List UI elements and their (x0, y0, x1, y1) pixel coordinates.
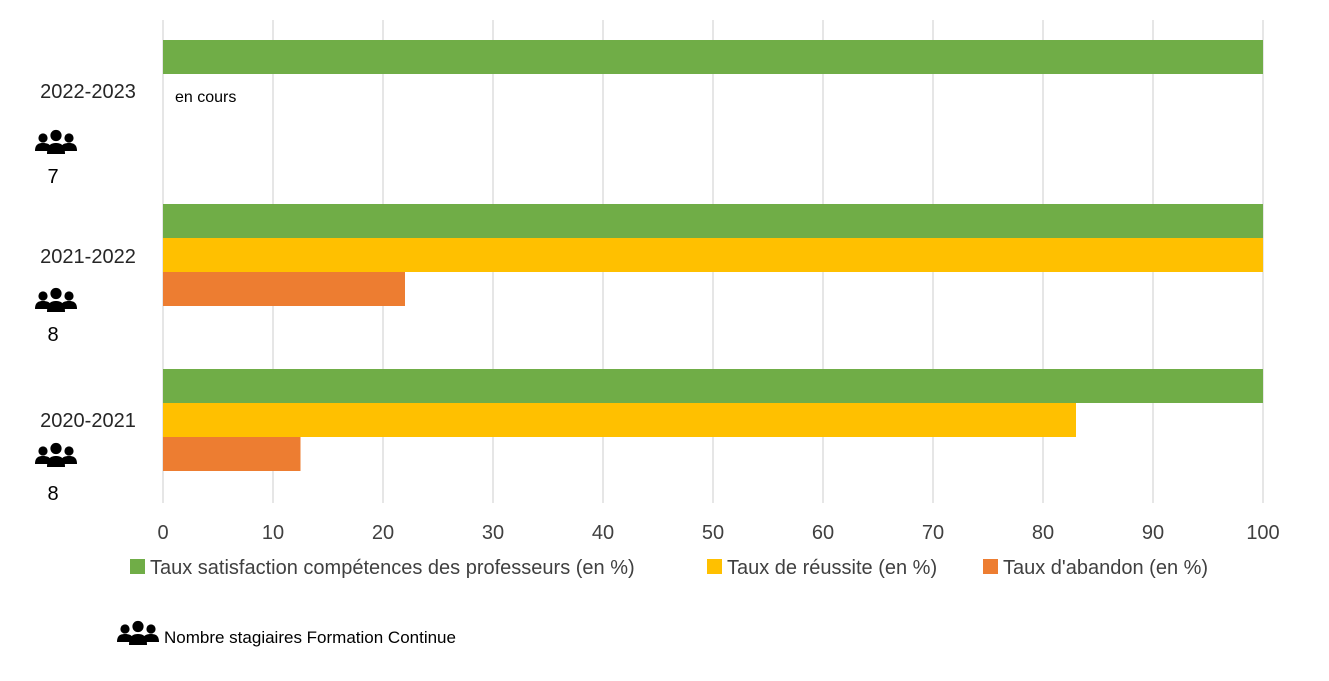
bar-2022-2023-satisfaction (163, 40, 1263, 74)
legend-label: Taux de réussite (en %) (727, 557, 937, 579)
x-tick-label: 100 (1246, 522, 1279, 544)
x-tick-label: 10 (262, 522, 284, 544)
x-tick-label: 60 (812, 522, 834, 544)
annotations: en cours (175, 89, 236, 106)
legend-label: Taux satisfaction compétences des profes… (150, 557, 635, 579)
legend-swatch (130, 559, 145, 574)
x-tick-label: 70 (922, 522, 944, 544)
y-axis-categories: 2022-2023 7 2021-2022 8 2020-2021 8 (35, 81, 136, 505)
bar-2021-2022-satisfaction (163, 204, 1263, 238)
category-label: 2020-2021 (40, 410, 136, 432)
x-tick-label: 40 (592, 522, 614, 544)
x-tick-label: 0 (157, 522, 168, 544)
legend: Taux satisfaction compétences des profes… (130, 557, 1208, 579)
participant-count: 8 (47, 324, 58, 346)
bars (163, 40, 1263, 471)
bar-2021-2022-reussite (163, 238, 1263, 272)
x-tick-label: 80 (1032, 522, 1054, 544)
x-tick-label: 30 (482, 522, 504, 544)
legend-swatch (983, 559, 998, 574)
group-people-icon (35, 129, 77, 154)
group-people-icon (35, 442, 77, 467)
participant-count: 7 (47, 166, 58, 188)
annotation-label: en cours (175, 89, 236, 106)
category-label: 2021-2022 (40, 246, 136, 268)
footnote-label: Nombre stagiaires Formation Continue (164, 628, 456, 647)
legend-swatch (707, 559, 722, 574)
participant-count: 8 (47, 483, 58, 505)
x-tick-label: 50 (702, 522, 724, 544)
bar-2020-2021-reussite (163, 403, 1076, 437)
legend-label: Taux d'abandon (en %) (1003, 557, 1208, 579)
bar-2020-2021-abandon (163, 437, 301, 471)
x-tick-label: 20 (372, 522, 394, 544)
x-axis-ticks: 0 10 20 30 40 50 60 70 80 90 100 (157, 522, 1279, 544)
footnote: Nombre stagiaires Formation Continue (117, 620, 456, 647)
bar-2020-2021-satisfaction (163, 369, 1263, 403)
x-tick-label: 90 (1142, 522, 1164, 544)
category-label: 2022-2023 (40, 81, 136, 103)
group-people-icon (35, 287, 77, 312)
group-people-icon (117, 620, 159, 645)
bar-2021-2022-abandon (163, 272, 405, 306)
